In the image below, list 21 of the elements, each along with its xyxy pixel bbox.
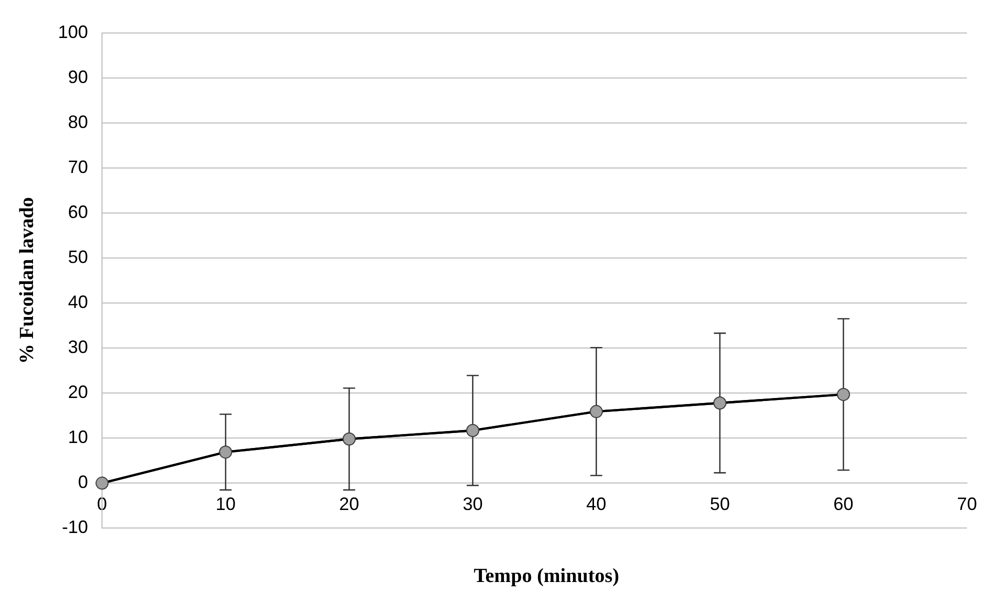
y-tick-label: 100 xyxy=(58,22,88,42)
y-tick-label: -10 xyxy=(62,517,88,538)
y-tick-label: 20 xyxy=(68,382,88,402)
y-tick-label: 60 xyxy=(68,202,88,222)
y-tick-label: 90 xyxy=(68,66,88,87)
y-axis-title: % Fucoidan lavado xyxy=(16,197,38,364)
y-tick-label: 0 xyxy=(78,472,88,492)
x-tick-label: 50 xyxy=(710,494,730,514)
x-tick-label: 40 xyxy=(586,494,606,514)
x-tick-label: 70 xyxy=(956,494,978,514)
y-tick-label: 50 xyxy=(68,246,88,267)
y-tick-label: 40 xyxy=(68,292,88,312)
y-tick-label: 70 xyxy=(68,156,88,177)
y-tick-label: 30 xyxy=(68,337,88,358)
x-tick-label: 20 xyxy=(339,494,360,514)
x-axis-title: Tempo (minutos) xyxy=(472,565,620,588)
x-tick-label: 60 xyxy=(833,494,854,514)
y-tick-label: 80 xyxy=(68,112,88,132)
x-tick-label: 30 xyxy=(462,494,483,514)
x-tick-label: 10 xyxy=(216,494,236,514)
y-tick-label: 10 xyxy=(68,427,88,448)
